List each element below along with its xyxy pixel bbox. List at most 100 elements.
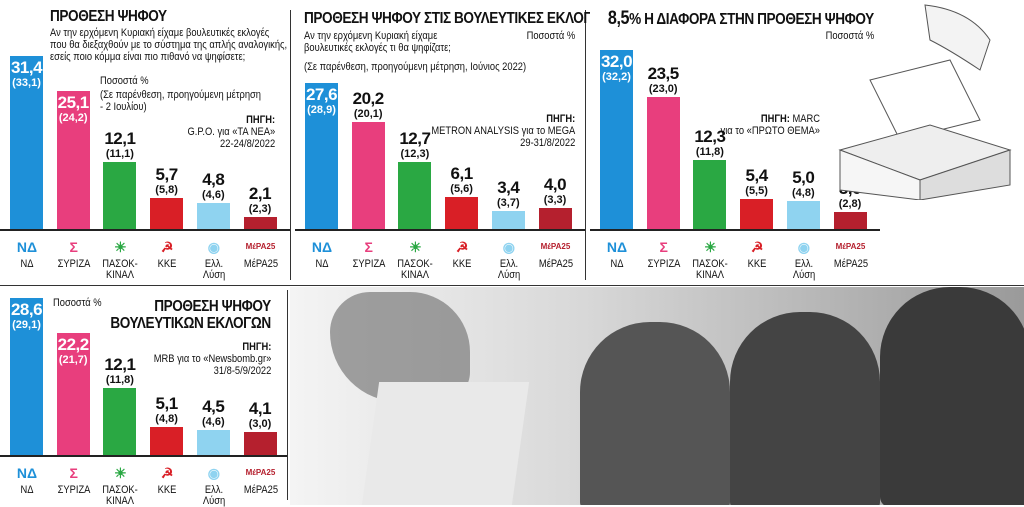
party-logo-icon: ◉ bbox=[797, 239, 810, 255]
ballot-box-illustration bbox=[838, 4, 1012, 200]
previous-label: (24,2) bbox=[58, 111, 88, 124]
previous-label: (11,8) bbox=[105, 374, 134, 387]
data-label: 5,7 bbox=[155, 164, 179, 184]
source-label: ΠΗΓΗ: bbox=[760, 113, 790, 125]
data-label: 28,6 bbox=[10, 299, 43, 319]
bar-3 bbox=[150, 197, 184, 229]
party-name: ΝΔ bbox=[610, 258, 624, 270]
data-label: 22,2 bbox=[57, 334, 90, 354]
party-logo-icon: ΜέΡΑ25 bbox=[835, 242, 866, 251]
party-name: ΣΥΡΙΖΑ bbox=[57, 484, 91, 496]
chart-title: ΠΡΟΘΕΣΗ ΨΗΦΟΥ ΒΟΥΛΕΥΤΙΚΩΝ ΕΚΛΟΓΩΝ bbox=[110, 298, 272, 332]
source-text: G.P.O. για «ΤΑ ΝΕΑ» 22-24/8/2022 bbox=[187, 126, 275, 150]
previous-label: (5,6) bbox=[450, 182, 473, 195]
x-axis bbox=[590, 229, 880, 231]
unit-label: Ποσοστά % bbox=[825, 30, 874, 42]
data-label: 27,6 bbox=[305, 84, 338, 104]
data-label: 3,4 bbox=[497, 177, 520, 197]
bar-4 bbox=[196, 202, 230, 229]
bar-3 bbox=[150, 426, 184, 455]
party-logo-icon: Σ bbox=[69, 465, 78, 481]
chart-mrb: Ποσοστά % ΠΡΟΘΕΣΗ ΨΗΦΟΥ ΒΟΥΛΕΥΤΙΚΩΝ ΕΚΛΟ… bbox=[0, 288, 287, 507]
previous-label: (29,1) bbox=[12, 318, 41, 331]
portrait-right bbox=[880, 287, 1024, 505]
party-logo-icon: ΝΔ bbox=[606, 239, 628, 255]
title-text: % Η ΔΙΑΦΟΡΑ ΣΤΗΝ ΠΡΟΘΕΣΗ ΨΗΦΟΥ bbox=[629, 11, 874, 28]
party-logo-icon: ☀ bbox=[704, 239, 717, 255]
data-label: 31,4 bbox=[10, 58, 43, 78]
party-name: Ελλ. Λύση bbox=[497, 258, 520, 281]
party-logo-icon: ☭ bbox=[455, 239, 469, 255]
bar-1 bbox=[56, 90, 90, 229]
data-label: 25,1 bbox=[57, 92, 90, 112]
previous-label: (12,3) bbox=[400, 147, 430, 160]
bar-2 bbox=[398, 161, 432, 229]
bar-1 bbox=[351, 121, 385, 229]
data-label: 4,1 bbox=[248, 399, 272, 419]
party-name: ΠΑΣΟΚ- ΚΙΝΑΛ bbox=[397, 258, 434, 281]
previous-label: (20,1) bbox=[353, 107, 383, 120]
title-figure: 8,5 bbox=[608, 8, 630, 29]
party-name: ΣΥΡΙΖΑ bbox=[57, 258, 91, 270]
leaders-photo bbox=[290, 287, 1024, 505]
party-name: ΚΚΕ bbox=[157, 258, 177, 270]
previous-label: (3,3) bbox=[543, 193, 567, 206]
previous-label: (4,6) bbox=[201, 416, 225, 429]
source: ΠΗΓΗ: MARC για το «ΠΡΩΤΟ ΘΕΜΑ» bbox=[721, 113, 820, 137]
divider bbox=[0, 285, 1024, 286]
unit-label: Ποσοστά % bbox=[100, 75, 149, 87]
party-logo-icon: ΝΔ bbox=[16, 465, 38, 481]
data-label: 5,1 bbox=[155, 393, 179, 413]
bar-2 bbox=[693, 160, 727, 229]
chart-gpo: ΠΡΟΘΕΣΗ ΨΗΦΟΥ Αν την ερχόμενη Κυριακή εί… bbox=[0, 0, 290, 285]
bar-5 bbox=[833, 212, 867, 229]
party-name: Ελλ. Λύση bbox=[202, 484, 225, 507]
portrait-left bbox=[580, 322, 730, 505]
bar-3 bbox=[445, 196, 479, 229]
bar-4 bbox=[491, 210, 525, 229]
previous-label: (5,5) bbox=[745, 184, 768, 197]
chart-subtitle: Αν την ερχόμενη Κυριακή είχαμε βουλευτικ… bbox=[304, 30, 451, 54]
chart-title: ΠΡΟΘΕΣΗ ΨΗΦΟΥ ΣΤΙΣ ΒΟΥΛΕΥΤΙΚΕΣ ΕΚΛΟΓΕΣ bbox=[304, 10, 608, 27]
source-label: ΠΗΓΗ: bbox=[246, 114, 275, 126]
source-name: MARC bbox=[792, 113, 820, 125]
party-name: ΚΚΕ bbox=[747, 258, 767, 270]
party-logo-icon: ◉ bbox=[207, 239, 220, 255]
data-label: 12,3 bbox=[694, 127, 726, 147]
party-name: ΜέΡΑ25 bbox=[538, 258, 573, 270]
x-axis bbox=[295, 229, 585, 231]
unit-label: Ποσοστά % bbox=[53, 297, 102, 309]
previous-label: (4,6) bbox=[201, 188, 225, 201]
data-label: 12,1 bbox=[104, 129, 136, 149]
previous-label: (2,8) bbox=[838, 198, 862, 211]
party-name: ΝΔ bbox=[315, 258, 329, 270]
bar-3 bbox=[740, 198, 774, 229]
bar-0 bbox=[10, 297, 43, 455]
ballot-box bbox=[360, 382, 530, 505]
chart-subtitle: Αν την ερχόμενη Κυριακή είχαμε βουλευτικ… bbox=[50, 27, 288, 63]
data-label: 12,1 bbox=[104, 355, 136, 375]
previous-label: (5,8) bbox=[155, 183, 178, 196]
bar-0 bbox=[10, 56, 43, 229]
bar-0 bbox=[305, 82, 338, 229]
source-text: MRB για το «Newsbomb.gr» 31/8-5/9/2022 bbox=[153, 353, 271, 377]
data-label: 12,7 bbox=[399, 128, 431, 148]
party-name: ΣΥΡΙΖΑ bbox=[647, 258, 681, 270]
party-logo-icon: ☭ bbox=[160, 239, 174, 255]
party-name: ΝΔ bbox=[20, 258, 34, 270]
bar-2 bbox=[103, 388, 137, 455]
previous-label: (28,9) bbox=[307, 103, 336, 116]
data-label: 4,5 bbox=[202, 397, 225, 417]
x-axis bbox=[0, 229, 290, 231]
chart-marc: 8,5% Η ΔΙΑΦΟΡΑ ΣΤΗΝ ΠΡΟΘΕΣΗ ΨΗΦΟΥ Ποσοστ… bbox=[590, 0, 880, 285]
bar-5 bbox=[243, 217, 277, 229]
party-logo-icon: ◉ bbox=[502, 239, 515, 255]
data-label: 4,0 bbox=[543, 174, 567, 194]
bar-1 bbox=[56, 332, 90, 455]
party-name: ΜέΡΑ25 bbox=[833, 258, 868, 270]
party-logo-icon: ☀ bbox=[114, 465, 127, 481]
previous-label: (2,3) bbox=[248, 203, 272, 216]
data-label: 2,1 bbox=[248, 184, 272, 204]
party-name: ΝΔ bbox=[20, 484, 34, 496]
previous-label: (11,8) bbox=[695, 146, 724, 159]
